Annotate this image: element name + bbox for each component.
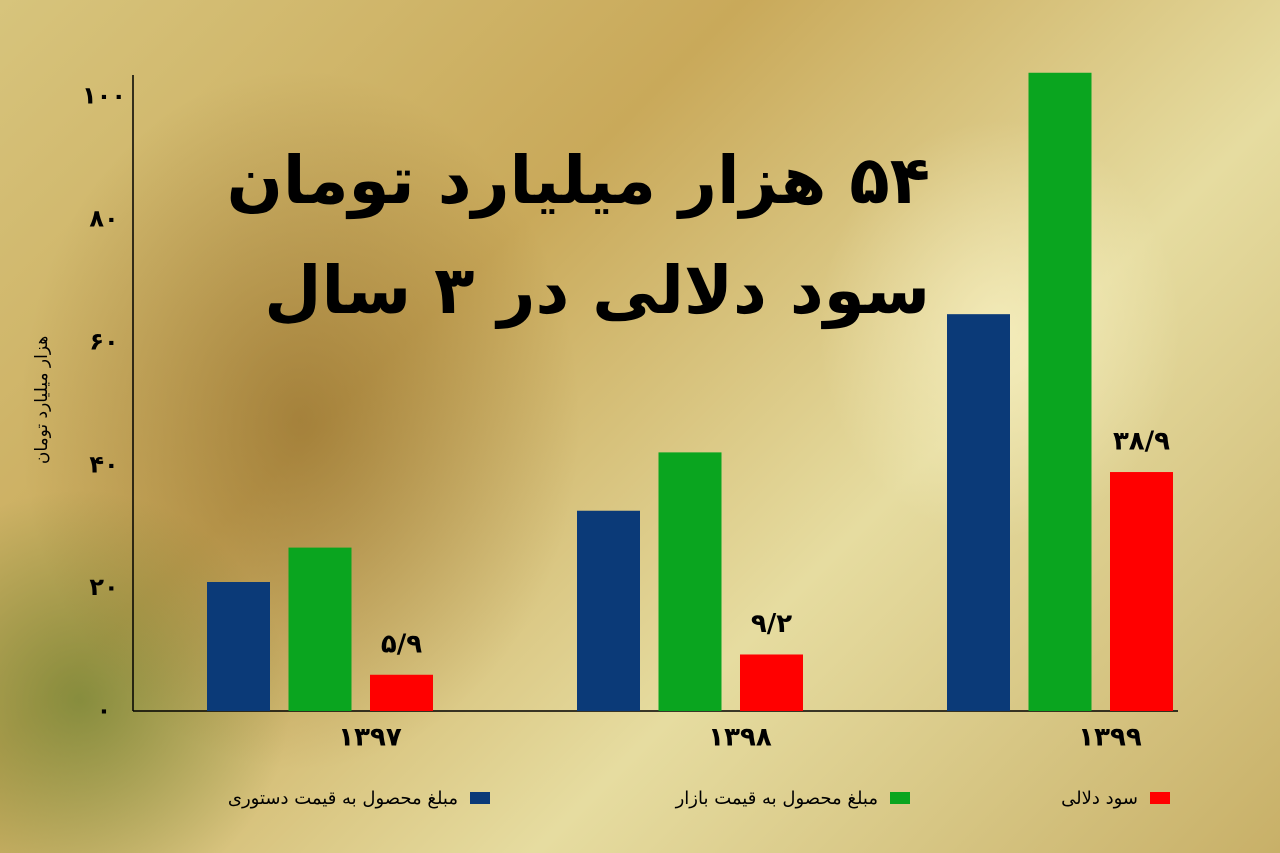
legend-label: مبلغ محصول به قیمت بازار (675, 788, 878, 809)
y-tick-label: ۴۰ (89, 450, 118, 478)
chart-title: سود دلالی در ۳ سال (264, 252, 930, 330)
bar (1110, 472, 1173, 711)
x-tick-label: ۱۳۹۸ (708, 723, 772, 753)
legend-swatch (1150, 792, 1170, 804)
chart-title: ۵۴ هزار میلیارد تومان (227, 142, 930, 220)
data-label: ۹/۲ (751, 609, 792, 639)
y-tick-label: ۲۰ (89, 573, 118, 601)
data-label: ۵/۹ (381, 629, 422, 659)
data-label: ۳۸/۹ (1113, 427, 1170, 457)
y-tick-label: ۸۰ (89, 205, 118, 233)
bar (740, 654, 803, 711)
y-tick-label: ۰ (97, 696, 112, 724)
bar (288, 547, 352, 711)
x-tick-label: ۱۳۹۹ (1078, 723, 1142, 753)
x-tick-label: ۱۳۹۷ (338, 723, 402, 753)
bar (1028, 72, 1092, 711)
y-axis-label: هزار میلیارد تومان (32, 336, 52, 464)
bar (577, 510, 640, 711)
legend-swatch (470, 792, 490, 804)
legend-swatch (890, 792, 910, 804)
bar (370, 674, 433, 711)
bar (658, 452, 722, 711)
y-tick-label: ۱۰۰ (82, 82, 126, 110)
bar (947, 314, 1010, 711)
bar (207, 582, 270, 711)
legend-label: سود دلالی (1061, 788, 1138, 809)
y-tick-label: ۶۰ (89, 327, 118, 355)
legend-label: مبلغ محصول به قیمت دستوری (228, 788, 458, 809)
